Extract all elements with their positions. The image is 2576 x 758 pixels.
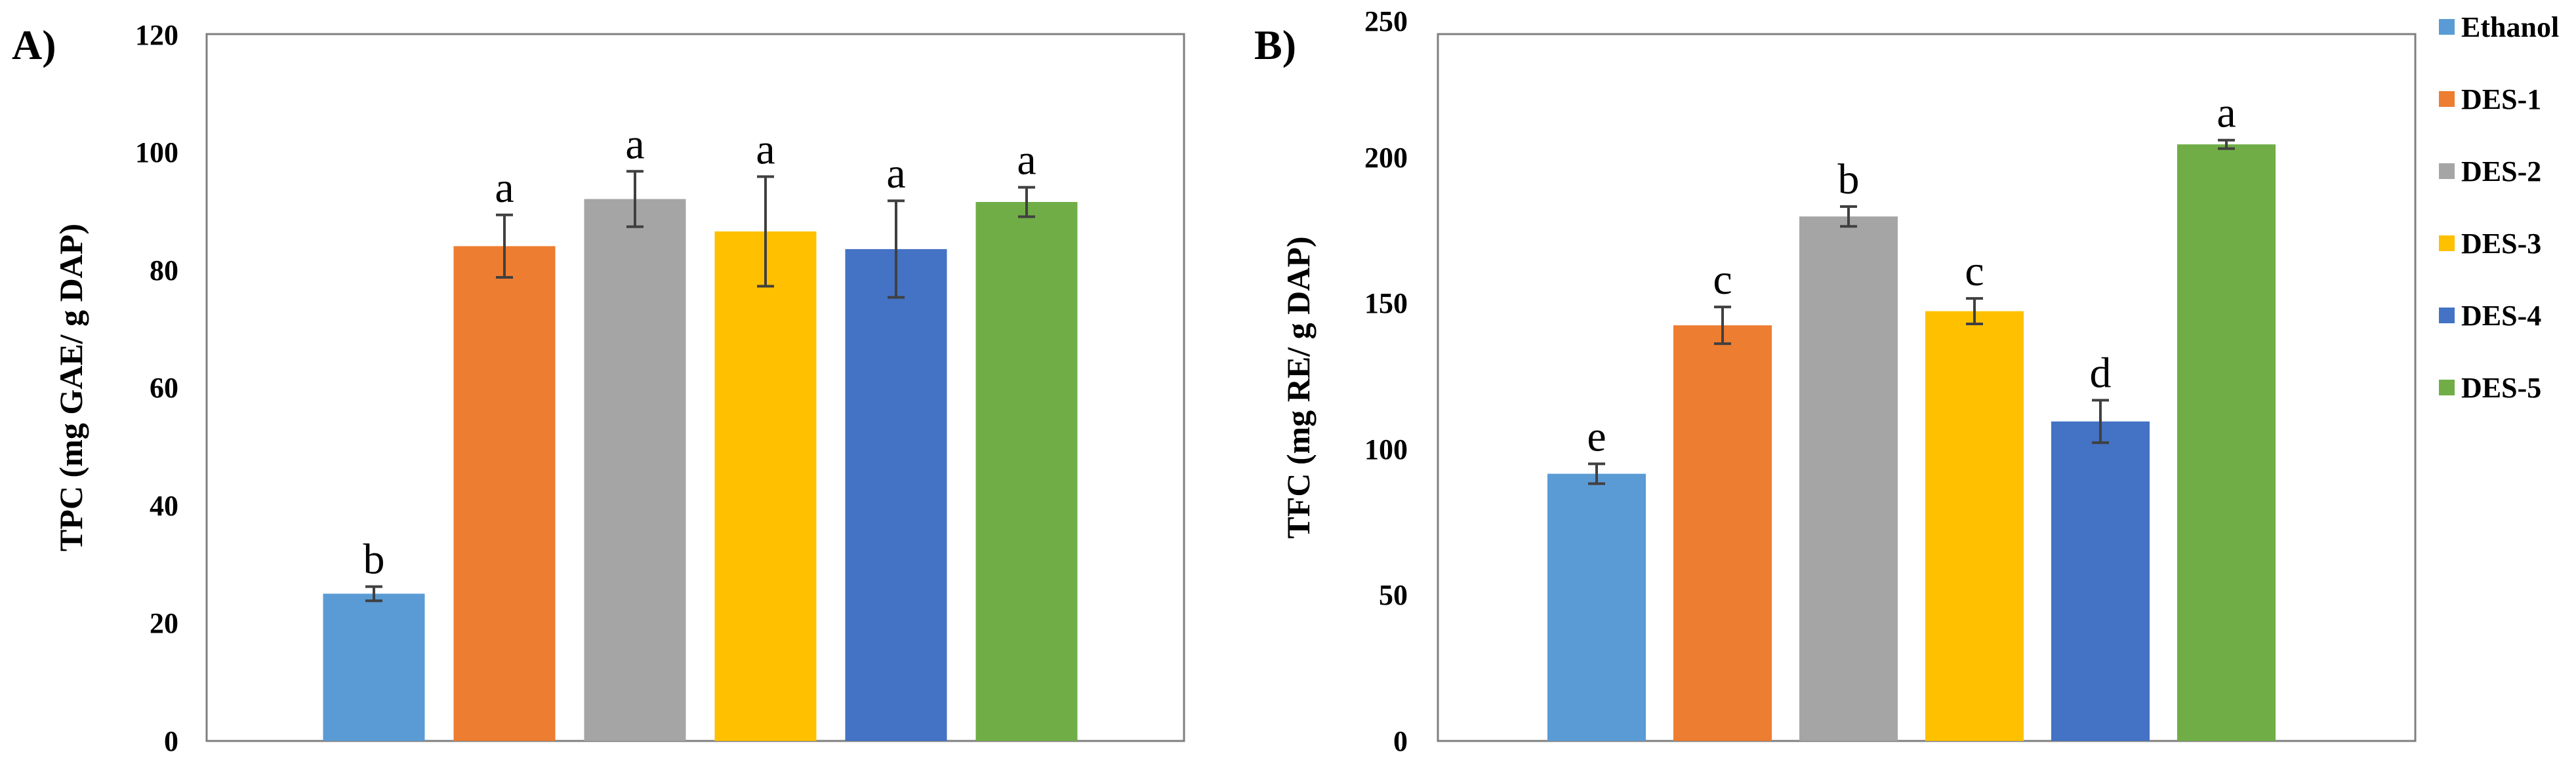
legend-swatch-des-4	[2439, 308, 2455, 323]
legend-swatch-des-2	[2439, 163, 2455, 179]
chart-b-ytick-0: 0	[1393, 725, 1408, 757]
legend-swatch-ethanol	[2439, 19, 2455, 35]
legend-label-des-3: DES-3	[2461, 228, 2541, 260]
chart-b-bar-des-1	[1673, 325, 1772, 741]
chart-a-ytick-4: 80	[150, 254, 178, 287]
legend-label-ethanol: Ethanol	[2461, 11, 2559, 43]
chart-a-sig-label-des-1: a	[495, 164, 514, 212]
chart-b-ytick-4: 200	[1364, 142, 1408, 174]
chart-a-ytick-1: 20	[150, 607, 178, 639]
chart-a-sig-label-des-5: a	[1017, 136, 1036, 184]
chart-a-sig-label-ethanol: b	[363, 536, 385, 584]
legend-item-des-1: DES-1	[2439, 83, 2541, 115]
chart-b-sig-label-des-4: d	[2090, 349, 2112, 397]
legend-item-des-3: DES-3	[2439, 228, 2541, 260]
legend-label-des-4: DES-4	[2461, 300, 2541, 332]
legend-label-des-1: DES-1	[2461, 83, 2541, 115]
legend-swatch-des-1	[2439, 91, 2455, 107]
chart-b: B) 0 50 100 150 200 250 TFC (mg RE/ g DA…	[1254, 5, 2417, 757]
chart-a-bar-des-4	[845, 249, 947, 741]
chart-a-bar-des-3	[714, 231, 817, 742]
legend-item-ethanol: Ethanol	[2439, 11, 2559, 43]
chart-a-ylabel: TPC (mg GAE/ g DAP)	[52, 224, 89, 551]
chart-a-ytick-5: 100	[135, 136, 178, 169]
chart-b-bar-des-2	[1799, 216, 1898, 741]
legend-label-des-5: DES-5	[2461, 372, 2541, 404]
chart-b-ytick-2: 100	[1364, 433, 1408, 466]
panel-a-label: A)	[12, 22, 56, 68]
chart-b-y-ticks: 0 50 100 150 200 250	[1364, 5, 1408, 757]
chart-b-sig-label-des-5: a	[2217, 89, 2236, 137]
legend-item-des-2: DES-2	[2439, 155, 2541, 188]
chart-b-bar-des-4	[2051, 421, 2150, 741]
chart-a-bar-des-2	[584, 199, 686, 741]
chart-a-sig-label-des-2: a	[625, 120, 644, 168]
chart-b-sig-label-ethanol: e	[1587, 412, 1606, 460]
chart-a-ytick-6: 120	[135, 19, 178, 51]
chart-b-bar-ethanol	[1547, 473, 1646, 741]
chart-b-ytick-3: 150	[1364, 287, 1408, 319]
chart-a-y-ticks: 0 20 40 60 80 100 120	[135, 19, 178, 757]
panel-b-label: B)	[1254, 22, 1296, 68]
legend-label-des-2: DES-2	[2461, 155, 2541, 188]
chart-a-bars: b a a a a a	[323, 120, 1078, 742]
chart-b-bar-des-5	[2177, 144, 2276, 742]
legend-swatch-des-5	[2439, 380, 2455, 395]
chart-b-ytick-5: 250	[1364, 5, 1408, 37]
chart-b-bar-des-3	[1925, 311, 2024, 741]
legend: Ethanol DES-1 DES-2 DES-3 DES-4 DES-5	[2439, 11, 2559, 404]
chart-b-sig-label-des-2: b	[1838, 155, 1860, 203]
chart-a-sig-label-des-3: a	[756, 125, 775, 173]
legend-swatch-des-3	[2439, 235, 2455, 251]
chart-b-bars: e c b c d a	[1547, 89, 2276, 742]
chart-b-ylabel: TFC (mg RE/ g DAP)	[1280, 236, 1317, 538]
chart-a-ytick-0: 0	[164, 725, 178, 757]
chart-a: A) 0 20 40 60 80 100 120 TPC (mg GAE/ g …	[12, 19, 1185, 757]
chart-a-frame	[205, 33, 1185, 742]
chart-a-bar-ethanol	[323, 593, 425, 741]
chart-a-ytick-2: 40	[150, 490, 178, 522]
chart-a-bar-des-1	[453, 246, 556, 741]
chart-b-sig-label-des-1: c	[1713, 256, 1732, 304]
legend-item-des-5: DES-5	[2439, 372, 2541, 404]
chart-a-sig-label-des-4: a	[886, 150, 905, 197]
chart-a-bar-des-5	[975, 202, 1078, 741]
chart-b-sig-label-des-3: c	[1965, 247, 1984, 295]
legend-item-des-4: DES-4	[2439, 300, 2541, 332]
chart-a-ytick-3: 60	[150, 372, 178, 404]
chart-b-ytick-1: 50	[1379, 579, 1408, 611]
